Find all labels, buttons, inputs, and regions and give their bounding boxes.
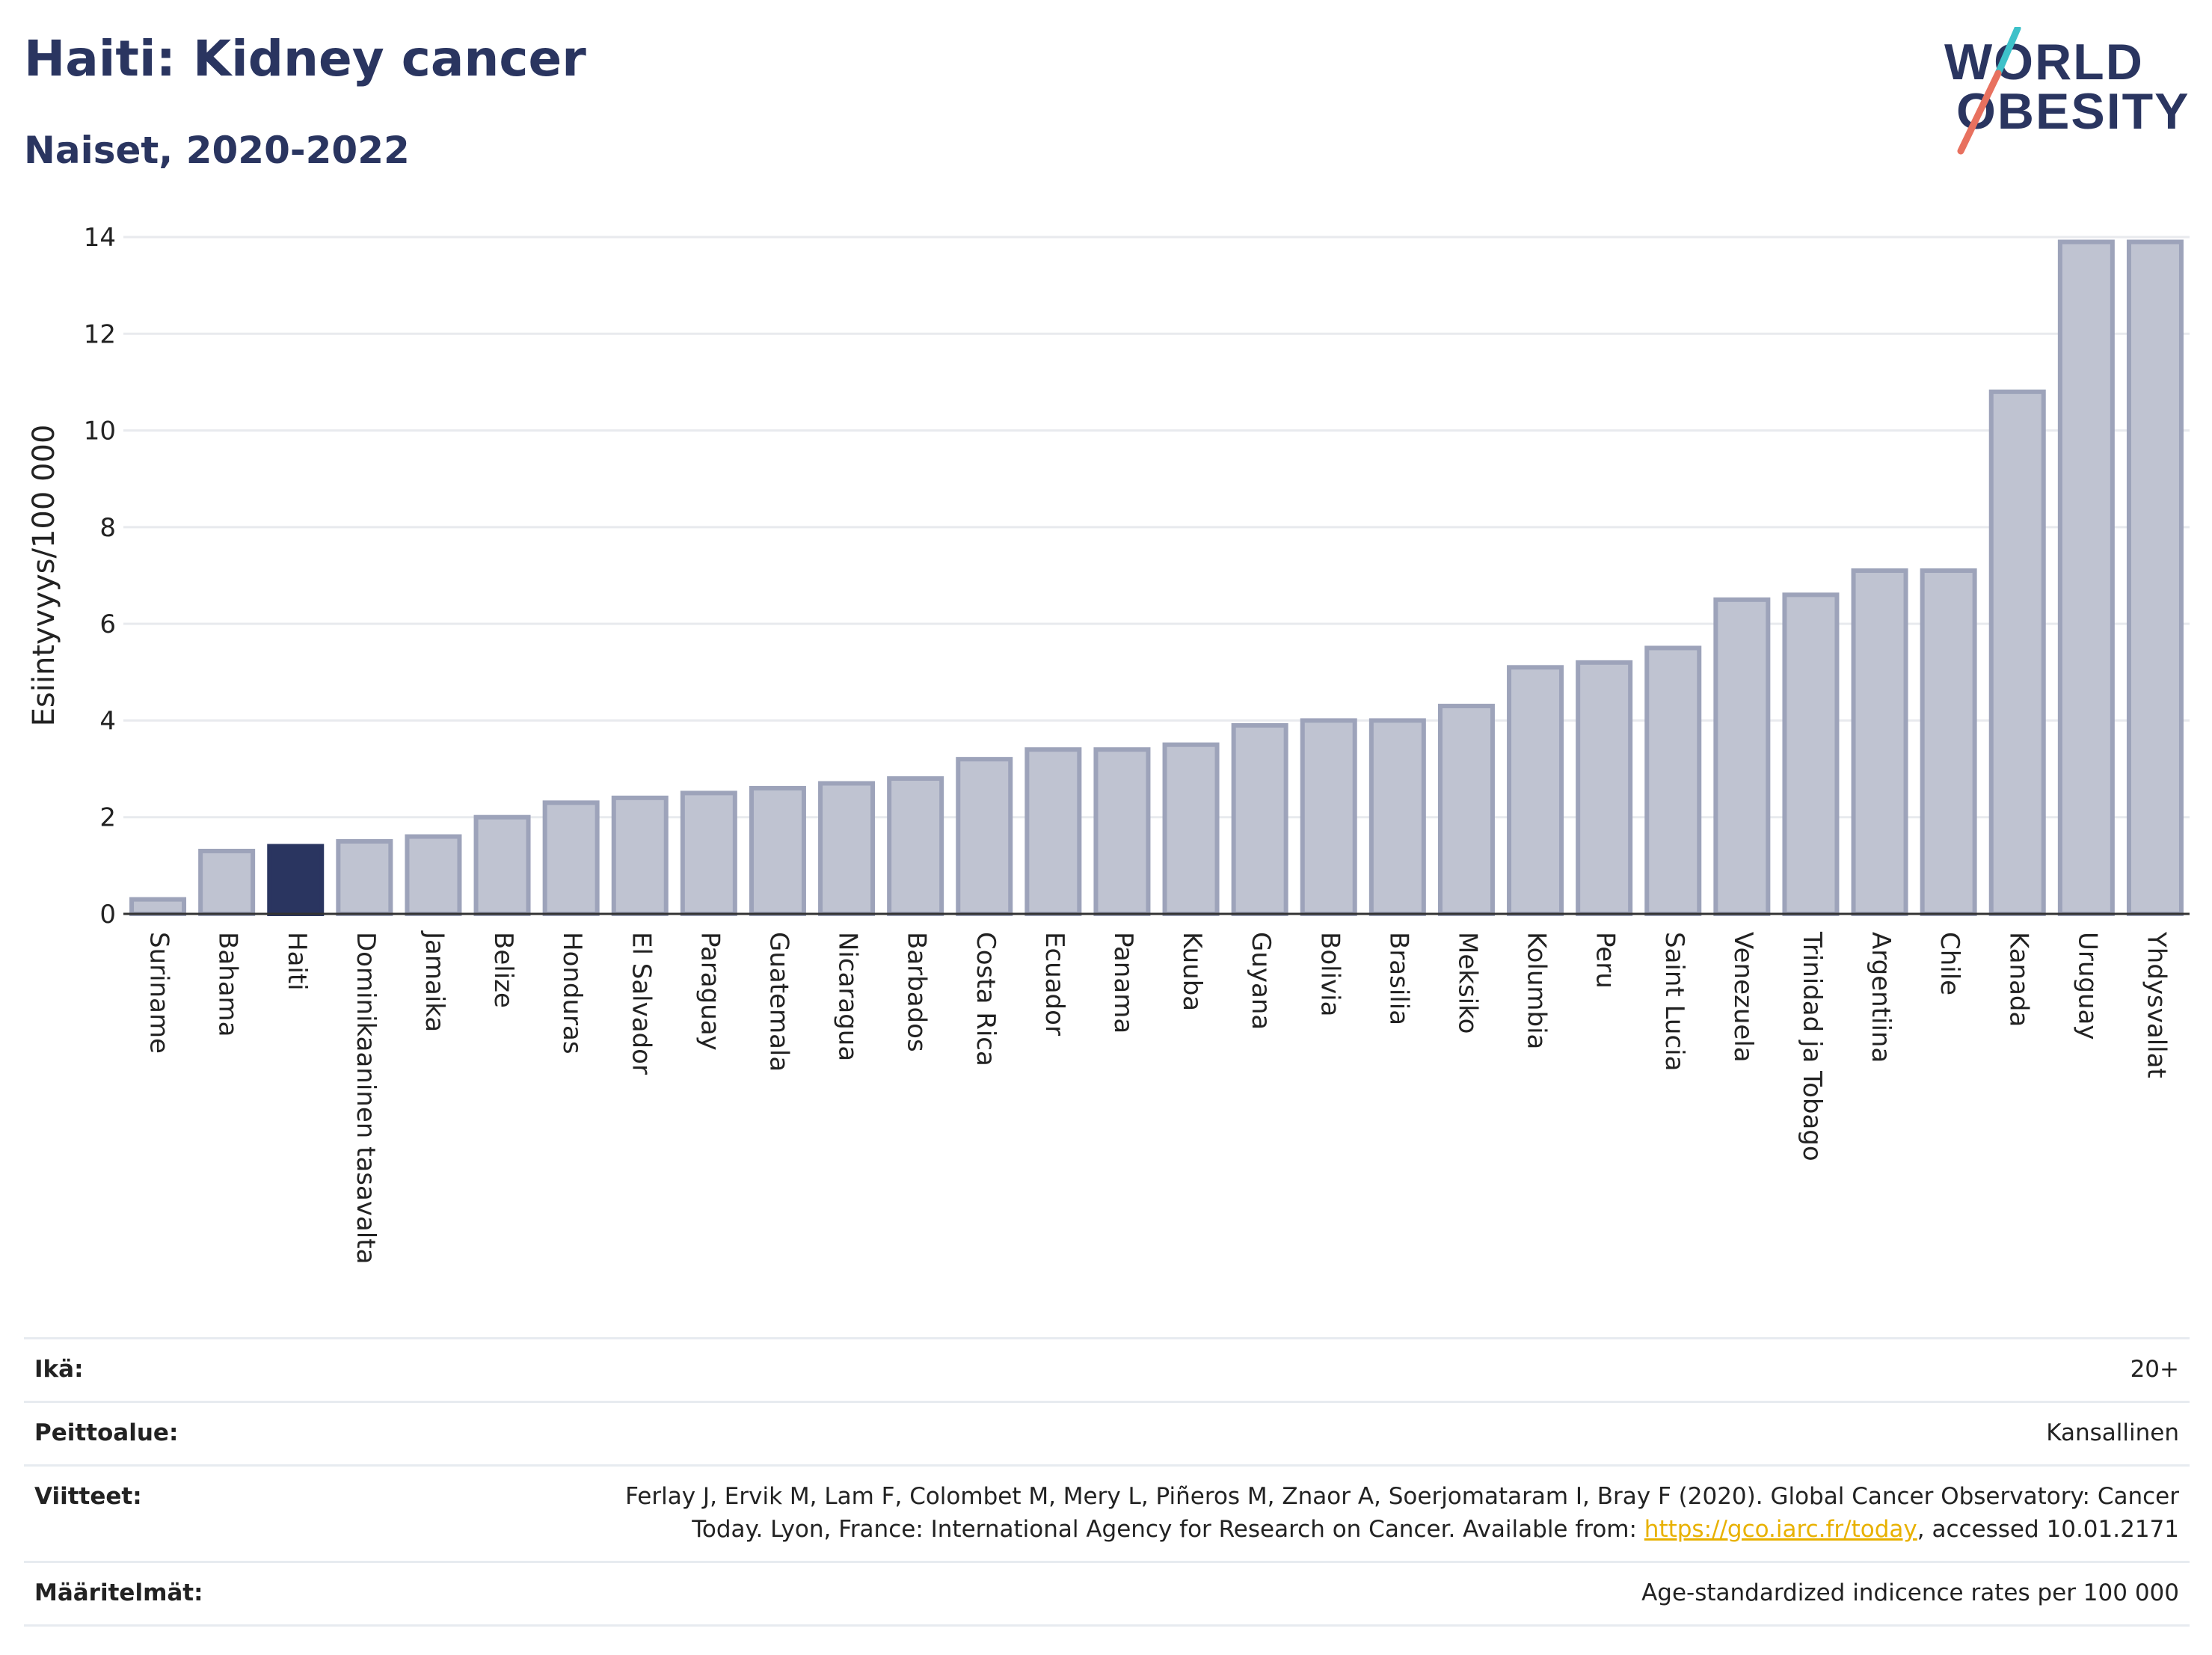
x-tick-label: Dominikaaninen tasavalta [351,932,381,1264]
bar-paraguay [680,790,737,916]
bar-argentiina [1851,568,1908,916]
y-tick-label: 8 [99,513,116,543]
x-tick-label: Belize [488,932,518,1008]
grid-lines [123,236,2190,819]
bar-saint-lucia [1644,645,1702,916]
x-tick-label: Kanada [2003,932,2033,1027]
x-tick-label: Kolumbia [1522,932,1552,1049]
bar-haiti [267,844,325,916]
meta-row-age: Ikä: 20+ [24,1337,2190,1401]
bar-brasilia [1368,718,1426,917]
x-tick-label: Uruguay [2072,932,2102,1040]
bar-suriname [129,897,187,917]
bar-nicaragua [818,781,876,916]
x-tick-label: Saint Lucia [1659,932,1689,1071]
x-tick-label: Guyana [1246,932,1276,1030]
bar-el-salvador [611,795,669,917]
chart-title: Haiti: Kidney cancer [24,30,586,87]
meta-row-references: Viitteet: Ferlay J, Ervik M, Lam F, Colo… [24,1464,2190,1561]
coverage-label: Peittoalue: [34,1419,179,1446]
y-tick-label: 6 [99,610,116,639]
bar-ecuador [1024,747,1082,917]
x-tick-label: Trinidad ja Tobago [1797,931,1827,1161]
y-tick-labels: 0 2 4 6 8 10 12 14 [84,223,116,930]
x-tick-label: Costa Rica [971,932,1001,1066]
logo-slash-teal [1994,27,2021,77]
x-tick-label: Ecuador [1039,932,1069,1036]
x-tick-label: Peru [1591,932,1620,989]
x-tick-label: Barbados [902,932,932,1052]
references-value: Ferlay J, Ervik M, Lam F, Colombet M, Me… [549,1480,2190,1546]
bar-guatemala [749,785,806,917]
x-tick-labels: Suriname Bahama Haiti Dominikaaninen tasava… [144,930,2172,1264]
bar-kanada [1988,389,2046,916]
bar-kolumbia [1507,665,1564,916]
bar-chile [1920,568,1977,916]
x-tick-label: Paraguay [695,932,725,1051]
x-tick-label: Suriname [144,932,174,1054]
bar-dominikaaninen-tasavalta [336,839,393,917]
bars [129,239,2184,917]
meta-row-coverage: Peittoalue: Kansallinen [24,1401,2190,1464]
bar-bolivia [1300,718,1357,917]
logo-slash-coral [1957,70,2002,155]
references-link[interactable]: https://gco.iarc.fr/today [1644,1516,1917,1543]
bar-uruguay [2057,239,2115,916]
x-tick-label: El Salvador [626,932,656,1075]
x-tick-label: Yhdysvallat [2141,931,2171,1078]
definitions-value: Age-standardized indicence rates per 100… [1641,1579,2179,1606]
coverage-value: Kansallinen [2046,1419,2179,1446]
x-tick-label: Haiti [282,932,312,991]
bar-bahama [198,848,256,916]
bar-meksiko [1437,704,1495,916]
bar-yhdysvallat [2126,239,2184,916]
x-tick-label: Nicaragua [833,932,863,1061]
bar-honduras [542,800,600,916]
x-tick-label: Venezuela [1728,932,1758,1063]
x-tick-label: Kuuba [1177,932,1207,1011]
bar-kuuba [1162,742,1220,916]
x-tick-label: Bahama [213,932,243,1037]
x-tick-label: Argentiina [1866,932,1896,1063]
y-tick-label: 10 [84,417,116,446]
age-label: Ikä: [34,1356,84,1383]
chart-subtitle: Naiset, 2020-2022 [24,129,410,172]
bar-chart: 0 2 4 6 8 10 12 14 Suriname Bahama Haiti Dominikaa… [27,223,2190,1264]
bar-panama [1093,747,1151,917]
references-label: Viitteet: [34,1483,142,1510]
meta-row-definitions: Määritelmät: Age-standardized indicence … [24,1561,2190,1627]
y-tick-label: 0 [99,900,116,930]
references-text: Ferlay J, Ervik M, Lam F, Colombet M, Me… [625,1483,2179,1543]
x-tick-label: Jamaika [420,930,449,1032]
x-tick-label: Chile [1935,932,1964,995]
definitions-label: Määritelmät: [34,1579,203,1606]
bar-trinidad-ja-tobago [1782,592,1840,916]
world-obesity-logo: WORLD OBESITY [1944,27,2190,155]
bar-barbados [887,776,944,916]
x-tick-label: Guatemala [764,932,793,1072]
logo-text-obesity: OBESITY [1956,83,2190,140]
y-tick-label: 12 [84,319,116,349]
bar-costa-rica [956,757,1013,917]
x-tick-label: Brasilia [1383,932,1413,1025]
bar-guyana [1231,722,1288,917]
y-tick-label: 2 [99,803,116,833]
x-tick-label: Bolivia [1315,932,1345,1016]
bar-peru [1576,660,1633,916]
y-tick-label: 4 [99,706,116,736]
logo-text-world: WORLD [1944,34,2144,90]
y-tick-label: 14 [84,223,116,253]
bar-belize [473,814,531,916]
bar-venezuela [1713,597,1771,916]
age-value: 20+ [2130,1356,2179,1383]
metadata-table: Ikä: 20+ Peittoalue: Kansallinen Viittee… [24,1337,2190,1627]
x-tick-label: Panama [1108,932,1138,1034]
y-axis-label: Esiintyvyys/100 000 [27,425,61,727]
references-accessed: , accessed 10.01.2171 [1917,1516,2179,1543]
x-tick-label: Honduras [557,932,587,1054]
bar-jamaika [405,834,462,916]
x-tick-label: Meksiko [1452,932,1482,1034]
